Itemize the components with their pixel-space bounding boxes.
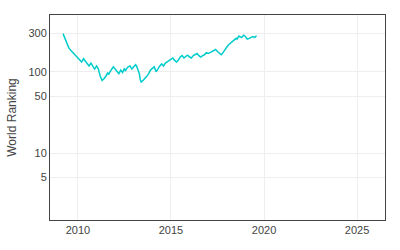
svg-text:World Ranking: World Ranking: [5, 78, 19, 156]
svg-text:100: 100: [28, 66, 46, 78]
svg-text:2010: 2010: [66, 224, 90, 236]
svg-text:10: 10: [35, 147, 47, 159]
svg-text:50: 50: [35, 90, 47, 102]
svg-text:2020: 2020: [252, 224, 276, 236]
svg-text:2025: 2025: [345, 224, 369, 236]
svg-text:300: 300: [28, 27, 46, 39]
svg-text:5: 5: [41, 171, 47, 183]
svg-text:2015: 2015: [159, 224, 183, 236]
